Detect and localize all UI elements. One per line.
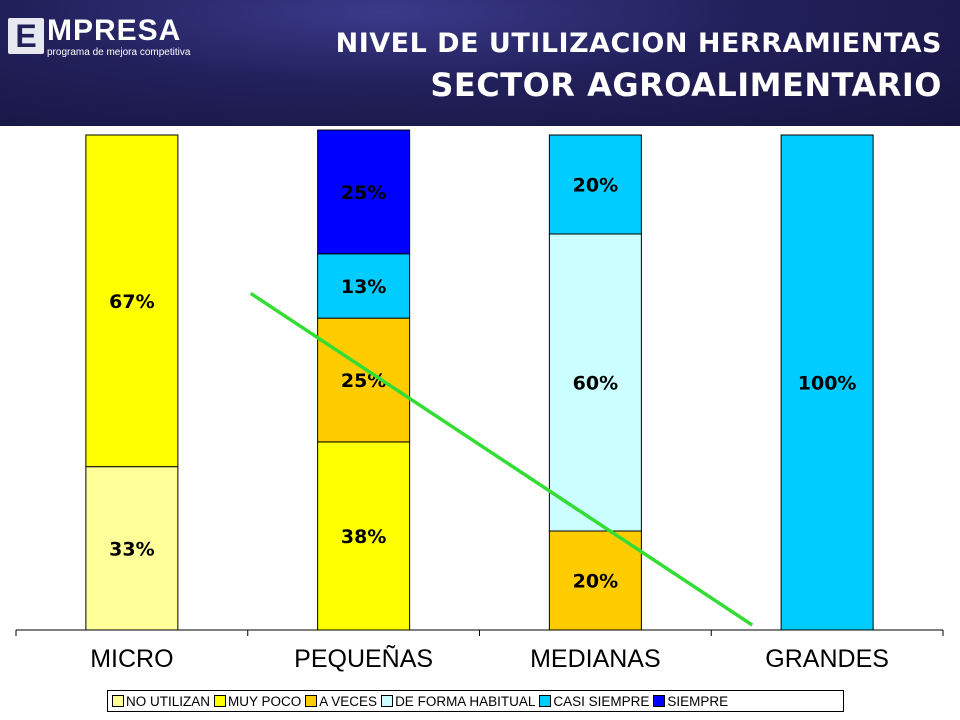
- legend-swatch: [305, 695, 318, 707]
- legend-swatch: [214, 695, 227, 707]
- legend-label: NO UTILIZAN: [126, 693, 211, 709]
- logo-letter: E: [15, 18, 37, 54]
- page-title: NIVEL DE UTILIZACION HERRAMIENTAS: [335, 28, 942, 59]
- stacked-bar-chart: 33% 67% MICRO 38% 25% 13% 25% PEQUEÑAS 20% 60% 20%…: [15, 129, 944, 673]
- bar-segment: [85, 466, 179, 631]
- page-subtitle: SECTOR AGROALIMENTARIO: [430, 66, 942, 104]
- legend-label: CASI SIEMPRE: [553, 693, 650, 709]
- legend-swatch: [539, 695, 552, 707]
- category-label: GRANDES: [765, 645, 889, 673]
- legend-label: DE FORMA HABITUAL: [395, 693, 536, 709]
- logo-word: MPRESA: [47, 14, 182, 47]
- trend-line: [249, 291, 754, 627]
- legend-item: SIEMPRE: [653, 694, 728, 709]
- legend-label: A VECES: [319, 693, 378, 709]
- data-label: 33%: [109, 538, 154, 560]
- data-label: 13%: [341, 276, 386, 298]
- data-label: 20%: [573, 175, 618, 197]
- legend-label: MUY POCO: [228, 693, 302, 709]
- bar-segment: [780, 134, 874, 631]
- logo-mark: [8, 18, 44, 54]
- data-label: 20%: [573, 571, 618, 593]
- bar-segment: [85, 134, 179, 468]
- bar-segment: [317, 129, 411, 255]
- bar-segment: [317, 317, 411, 443]
- data-label: 25%: [341, 370, 386, 392]
- chart-area: 33% 67% MICRO 38% 25% 13% 25% PEQUEÑAS 20% 60% 20%…: [0, 126, 960, 720]
- bar-segment: [317, 253, 411, 319]
- category-label: MEDIANAS: [530, 645, 661, 673]
- logo-subtitle: programa de mejora competitiva: [47, 47, 191, 58]
- bar-segment: [548, 233, 642, 532]
- legend-swatch: [653, 695, 666, 707]
- data-label: 100%: [798, 373, 857, 395]
- legend-item: A VECES: [305, 694, 377, 709]
- bar-segment: [317, 441, 411, 631]
- legend-swatch: [112, 695, 124, 707]
- legend-swatch: [381, 695, 394, 707]
- legend-item: MUY POCO: [214, 694, 301, 709]
- legend-item: NO UTILIZAN: [112, 694, 210, 709]
- legend-item: CASI SIEMPRE: [539, 694, 649, 709]
- header-banner: E MPRESA programa de mejora competitiva …: [0, 0, 960, 126]
- chart-legend: NO UTILIZAN MUY POCO A VECES DE FORMA HABIT…: [107, 690, 844, 712]
- data-label: 60%: [573, 373, 618, 395]
- bar-segment: [548, 134, 642, 235]
- legend-item: DE FORMA HABITUAL: [381, 694, 535, 709]
- data-label: 25%: [341, 182, 386, 204]
- category-label: MICRO: [90, 645, 173, 673]
- legend-label: SIEMPRE: [667, 693, 729, 709]
- data-label: 67%: [109, 291, 154, 313]
- data-label: 38%: [341, 526, 386, 548]
- category-label: PEQUEÑAS: [294, 644, 433, 673]
